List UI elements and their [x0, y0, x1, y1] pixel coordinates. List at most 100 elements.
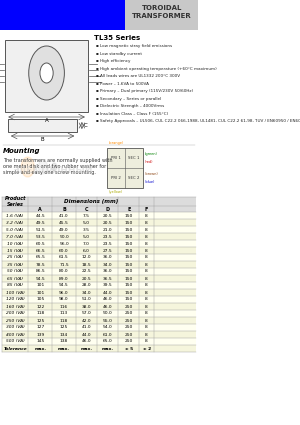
- Text: 34.0: 34.0: [103, 263, 112, 266]
- Text: 56.0: 56.0: [59, 241, 69, 246]
- Bar: [2, 233, 196, 240]
- Text: ▪ Low magnetic stray field emissions: ▪ Low magnetic stray field emissions: [96, 44, 172, 48]
- Text: ▪ Dielectric Strength – 4000Vrms: ▪ Dielectric Strength – 4000Vrms: [96, 104, 164, 108]
- Text: 150: 150: [124, 277, 133, 280]
- Text: 8: 8: [145, 221, 148, 224]
- Text: 250: 250: [124, 332, 133, 337]
- Text: B: B: [62, 207, 66, 212]
- Text: 400 (VA): 400 (VA): [6, 332, 25, 337]
- Text: 500 (VA): 500 (VA): [6, 340, 25, 343]
- Text: 116: 116: [60, 304, 68, 309]
- Text: TOROIDAL
TRANSFORMER: TOROIDAL TRANSFORMER: [132, 5, 192, 19]
- Text: PRI 2: PRI 2: [111, 176, 121, 180]
- Bar: [125, 0, 198, 30]
- Bar: [2, 268, 196, 275]
- Text: 250: 250: [124, 340, 133, 343]
- Text: ± 5: ± 5: [125, 346, 133, 351]
- Text: 8: 8: [145, 213, 148, 218]
- Text: ▪ Power – 1.6VA to 500VA: ▪ Power – 1.6VA to 500VA: [96, 82, 149, 85]
- Text: 105: 105: [36, 298, 44, 301]
- Text: 5.0: 5.0: [83, 235, 90, 238]
- Bar: [2, 240, 196, 247]
- Text: Tolerance: Tolerance: [3, 346, 27, 351]
- Text: 60.5: 60.5: [35, 241, 45, 246]
- Text: A: A: [38, 207, 42, 212]
- Text: 50.0: 50.0: [59, 235, 69, 238]
- Bar: [2, 261, 196, 268]
- Text: 23.5: 23.5: [103, 241, 112, 246]
- Text: 89.0: 89.0: [59, 277, 69, 280]
- Text: 86.5: 86.5: [35, 269, 45, 274]
- Bar: [5, 40, 88, 112]
- Text: 55.0: 55.0: [103, 318, 112, 323]
- Text: 8: 8: [145, 241, 148, 246]
- Text: ▪ High ambient operating temperature (+60°C maximum): ▪ High ambient operating temperature (+6…: [96, 66, 217, 71]
- Text: 118: 118: [60, 318, 68, 323]
- Bar: [2, 206, 196, 212]
- Text: 5.0 (VA): 5.0 (VA): [6, 227, 24, 232]
- Text: 8: 8: [145, 249, 148, 252]
- Text: 49.5: 49.5: [35, 221, 45, 224]
- Text: F: F: [145, 207, 148, 212]
- Text: 44.0: 44.0: [82, 332, 91, 337]
- Text: 57.0: 57.0: [82, 312, 92, 315]
- Text: ▪ Primary – Dual primary (115V/230V 50/60Hz): ▪ Primary – Dual primary (115V/230V 50/6…: [96, 89, 193, 93]
- Text: 150: 150: [124, 241, 133, 246]
- Text: 85 (VA): 85 (VA): [7, 283, 23, 287]
- Text: ± 2: ± 2: [142, 346, 151, 351]
- Bar: [0, 0, 198, 30]
- Bar: [2, 303, 196, 310]
- Bar: [2, 345, 196, 352]
- Bar: [2, 338, 196, 345]
- Text: 150: 150: [124, 227, 133, 232]
- Text: 7.0 (VA): 7.0 (VA): [6, 235, 24, 238]
- Text: PRI 1: PRI 1: [111, 156, 121, 160]
- Bar: [2, 331, 196, 338]
- Text: 20.5: 20.5: [82, 277, 92, 280]
- Circle shape: [52, 163, 57, 171]
- Text: 150: 150: [124, 298, 133, 301]
- Text: 150: 150: [124, 283, 133, 287]
- Text: 113: 113: [60, 312, 68, 315]
- Text: Mounting: Mounting: [3, 148, 41, 154]
- Text: 150: 150: [124, 291, 133, 295]
- Text: 300 (VA): 300 (VA): [6, 326, 25, 329]
- Text: 250 (VA): 250 (VA): [6, 318, 25, 323]
- Text: (red): (red): [145, 160, 153, 164]
- Bar: [2, 247, 196, 254]
- Text: 3.2 (VA): 3.2 (VA): [6, 221, 24, 224]
- Text: 28.0: 28.0: [82, 283, 91, 287]
- Text: 150: 150: [124, 255, 133, 260]
- Text: 101: 101: [36, 283, 44, 287]
- Text: 250: 250: [124, 318, 133, 323]
- Bar: [2, 296, 196, 303]
- Text: 36.5: 36.5: [103, 277, 112, 280]
- Text: 150: 150: [124, 249, 133, 252]
- Text: (green): (green): [145, 152, 158, 156]
- Text: (orange): (orange): [108, 141, 124, 145]
- Bar: [2, 324, 196, 331]
- Text: E: E: [127, 207, 130, 212]
- Text: 61.5: 61.5: [59, 255, 69, 260]
- Text: 127: 127: [36, 326, 44, 329]
- Text: 80.0: 80.0: [59, 269, 69, 274]
- Text: 65.5: 65.5: [35, 255, 45, 260]
- Circle shape: [29, 46, 64, 100]
- Text: 250: 250: [124, 304, 133, 309]
- Text: (blue): (blue): [145, 180, 155, 184]
- Bar: [2, 289, 196, 296]
- Text: 51.5: 51.5: [35, 227, 45, 232]
- Text: 45.5: 45.5: [59, 221, 69, 224]
- Circle shape: [21, 157, 34, 177]
- Text: 200 (VA): 200 (VA): [6, 312, 25, 315]
- Text: (yellow): (yellow): [109, 190, 123, 194]
- Text: 50 (VA): 50 (VA): [7, 269, 23, 274]
- Text: D: D: [106, 207, 110, 212]
- Text: 41.0: 41.0: [59, 213, 69, 218]
- Text: 44.5: 44.5: [35, 213, 45, 218]
- Text: 8: 8: [145, 304, 148, 309]
- Text: 120 (VA): 120 (VA): [6, 298, 25, 301]
- Text: 8: 8: [145, 312, 148, 315]
- Text: max.: max.: [102, 346, 114, 351]
- Text: 8: 8: [145, 227, 148, 232]
